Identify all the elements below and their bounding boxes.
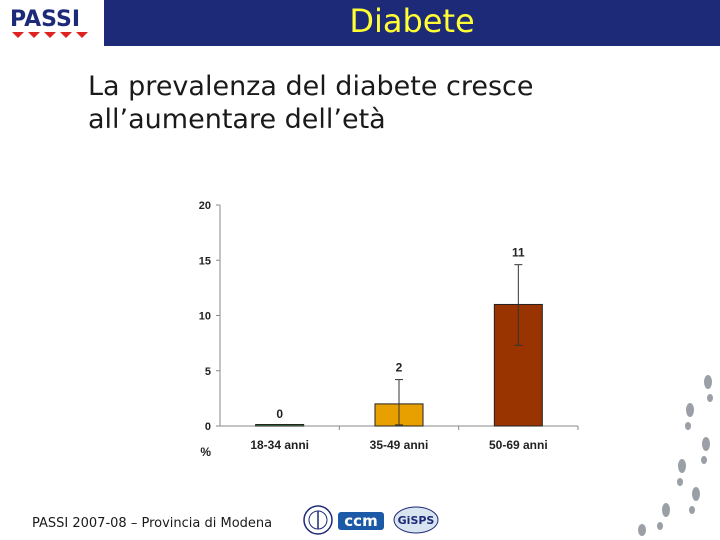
bar	[255, 424, 305, 427]
data-label: 0	[276, 407, 283, 421]
gisps-logo: GiSPS	[393, 506, 439, 534]
category-label: 50-69 anni	[489, 438, 548, 452]
partner-logos: ccm GiSPS	[303, 505, 439, 535]
title-bar: Diabete	[104, 0, 720, 46]
footprints-decoration	[638, 375, 713, 536]
bar	[493, 303, 543, 427]
data-label: 2	[396, 361, 403, 375]
ministry-seal-logo	[303, 505, 333, 535]
ccm-logo: ccm	[338, 512, 384, 530]
bar-chart: 0 5 10 15 20% 0 18-34 anni 2 35-49 anni 11 50-69 a…	[199, 200, 579, 459]
y-tick-label: 20	[199, 200, 211, 212]
svg-text:GiSPS: GiSPS	[398, 514, 435, 527]
page-title: Diabete	[349, 2, 475, 40]
passi-logo: PASSI	[0, 0, 104, 46]
y-tick-label: 5	[205, 366, 211, 378]
header: PASSI Diabete	[0, 0, 720, 46]
passi-logo-text: PASSI	[10, 7, 80, 32]
category-label: 35-49 anni	[370, 438, 429, 452]
data-label: 11	[512, 246, 525, 260]
y-tick-label: 0	[205, 421, 211, 433]
y-tick-label: 15	[199, 255, 211, 267]
y-tick-label: 10	[199, 311, 211, 323]
svg-text:ccm: ccm	[344, 512, 377, 530]
footer-source: PASSI 2007-08 – Provincia di Modena	[32, 516, 273, 531]
y-axis-label: %	[200, 445, 211, 459]
category-label: 18-34 anni	[250, 438, 309, 452]
slide-subtitle: La prevalenza del diabete cresce all’aum…	[88, 71, 534, 135]
